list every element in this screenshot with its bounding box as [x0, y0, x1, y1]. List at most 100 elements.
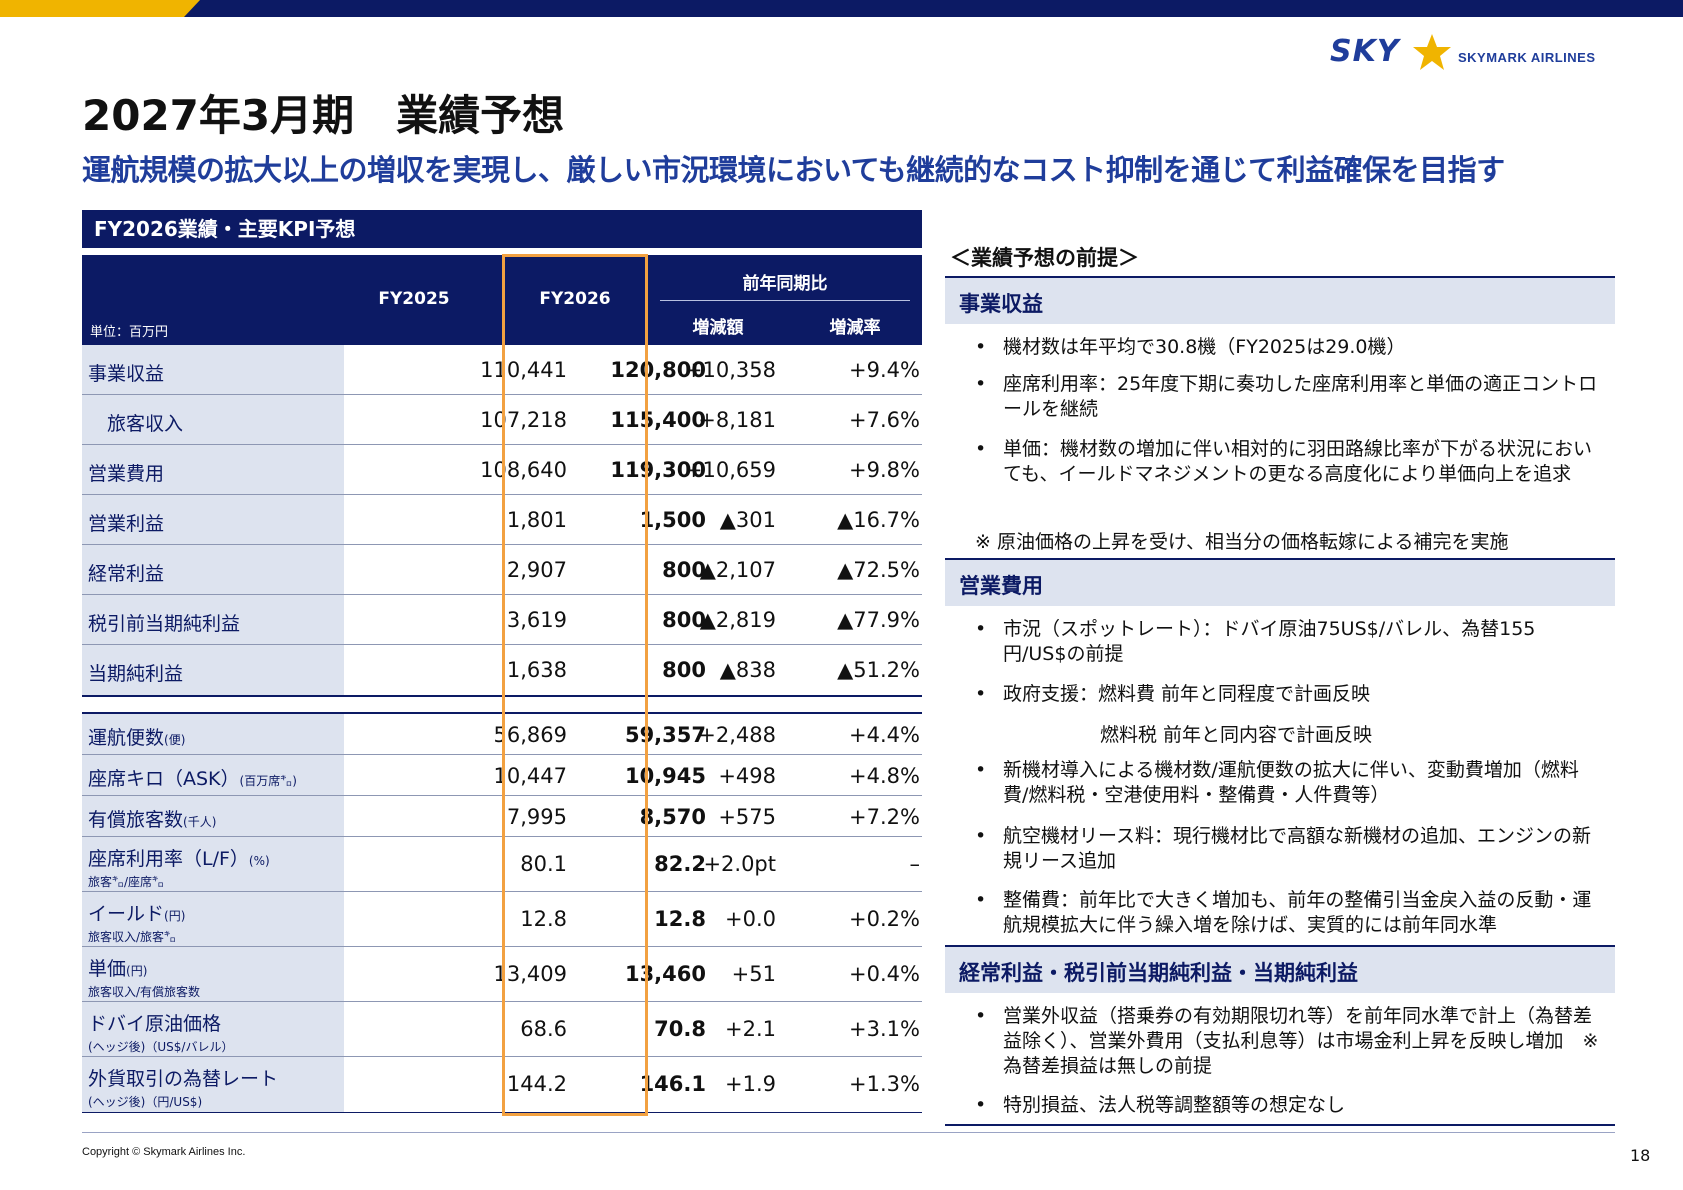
- table-row: 経常利益 2,907 800 ▲2,107 ▲72.5%: [82, 545, 922, 595]
- cell-rate: +9.4%: [849, 358, 920, 382]
- col-fy2026: FY2026: [539, 289, 611, 309]
- page-subtitle: 運航規模の拡大以上の増収を実現し、厳しい市況環境においても継続的なコスト抑制を通…: [82, 153, 1505, 187]
- row-label: 事業収益: [88, 363, 165, 385]
- cell-diff: +2,488: [698, 723, 776, 747]
- cell-diff: +0.0: [725, 907, 776, 931]
- row-label: 営業費用: [88, 463, 165, 485]
- col-rate: 増減率: [829, 318, 881, 338]
- section-profit-header: 経常利益・税引前当期純利益・当期純利益: [945, 945, 1615, 993]
- table-row: 事業収益 110,441 120,800 +10,358 +9.4%: [82, 345, 922, 395]
- list-item: • 特別損益、法人税等調整額等の想定なし: [975, 1094, 1346, 1116]
- cell-rate: +4.4%: [849, 723, 920, 747]
- cell-fy2026: 59,357: [624, 723, 706, 747]
- row-label: イールド(円): [88, 903, 186, 925]
- page-title: 2027年3月期 業績予想: [82, 91, 565, 140]
- cell-fy2026: 70.8: [654, 1017, 706, 1041]
- cell-fy2025: 107,218: [480, 408, 567, 432]
- cell-fy2026: 146.1: [639, 1072, 706, 1096]
- cell-rate: +7.6%: [849, 408, 920, 432]
- list-item: • 営業外収益（搭乗券の有効期限切れ等）を前年同水準で計上（為替差益除く）、営業外…: [975, 1005, 1599, 1077]
- table-row: 税引前当期純利益 3,619 800 ▲2,819 ▲77.9%: [82, 595, 922, 645]
- footer-divider: [82, 1132, 1615, 1133]
- section-expense-header: 営業費用: [945, 558, 1615, 606]
- cell-rate: ▲72.5%: [837, 558, 920, 582]
- row-label: 運航便数(便): [88, 727, 186, 749]
- cell-fy2025: 10,447: [493, 764, 567, 788]
- cell-fy2026: 800: [662, 658, 706, 682]
- table-row: 営業費用 108,640 119,300 +10,659 +9.8%: [82, 445, 922, 495]
- table-row: 旅客収入 107,218 115,400 +8,181 +7.6%: [82, 395, 922, 445]
- skymark-logo: SKY SKYMARK AIRLINES: [1330, 32, 1610, 72]
- logo-sky-text: SKY: [1330, 34, 1400, 69]
- table-bottom-border: [82, 1112, 922, 1113]
- cell-fy2026: 82.2: [654, 852, 706, 876]
- list-item: • 政府支援：燃料費 前年と同程度で計画反映: [975, 683, 1371, 705]
- col-fy2025: FY2025: [378, 289, 450, 309]
- table-row: 外貨取引の為替レート (ヘッジ後)（円/US$) 144.2 146.1 +1.…: [82, 1057, 922, 1113]
- assumptions-heading: ＜業績予想の前提＞: [950, 246, 1139, 270]
- logo-brand-name: SKYMARK AIRLINES: [1458, 50, 1596, 65]
- copyright: Copyright © Skymark Airlines Inc.: [82, 1146, 246, 1158]
- col-diff: 増減額: [692, 318, 744, 338]
- cell-rate: +9.8%: [849, 458, 920, 482]
- cell-fy2026: 120,800: [610, 358, 706, 382]
- table-row: イールド(円) 旅客収入/旅客㌔ 12.8 12.8 +0.0 +0.2%: [82, 892, 922, 947]
- cell-fy2026: 12.8: [654, 907, 706, 931]
- cell-rate: ▲51.2%: [837, 658, 920, 682]
- row-label: 座席利用率（L/F）(%): [88, 848, 270, 870]
- section-title: 事業収益: [959, 292, 1043, 316]
- table-title: FY2026業績・主要KPI予想: [82, 210, 922, 248]
- row-label: 旅客収入: [88, 413, 184, 435]
- cell-diff: ▲2,107: [699, 558, 776, 582]
- revenue-note: ※ 原油価格の上昇を受け、相当分の価格転嫁による補完を実施: [975, 531, 1509, 553]
- cell-rate: +3.1%: [849, 1017, 920, 1041]
- cell-diff: ▲301: [719, 508, 776, 532]
- cell-fy2025: 80.1: [520, 852, 567, 876]
- cell-fy2025: 56,869: [493, 723, 567, 747]
- cell-fy2025: 108,640: [480, 458, 567, 482]
- cell-fy2025: 3,619: [506, 608, 567, 632]
- table-row: 有償旅客数(千人) 7,995 8,570 +575 +7.2%: [82, 796, 922, 837]
- cell-rate: –: [909, 852, 921, 876]
- cell-diff: +10,358: [684, 358, 776, 382]
- unit-label: 単位：百万円: [90, 325, 169, 340]
- cell-fy2026: 10,945: [624, 764, 706, 788]
- table-row: 運航便数(便) 56,869 59,357 +2,488 +4.4%: [82, 714, 922, 755]
- cell-fy2025: 144.2: [506, 1072, 567, 1096]
- list-item: • 座席利用率：25年度下期に奏功した座席利用率と単価の適正コントロールを継続: [975, 373, 1598, 420]
- row-sublabel: 旅客㌔/座席㌔: [88, 875, 165, 889]
- cell-fy2026: 115,400: [610, 408, 706, 432]
- top-bar-accent: [0, 0, 200, 17]
- cell-fy2026: 13,460: [624, 962, 706, 986]
- row-sublabel: 旅客収入/旅客㌔: [88, 930, 177, 944]
- row-label: ドバイ原油価格: [88, 1013, 222, 1035]
- top-bar: [0, 0, 1683, 17]
- cell-fy2025: 1,801: [506, 508, 567, 532]
- cell-rate: +0.4%: [849, 962, 920, 986]
- row-label: 営業利益: [88, 513, 165, 535]
- table-row: 座席利用率（L/F）(%) 旅客㌔/座席㌔ 80.1 82.2 +2.0pt –: [82, 837, 922, 892]
- row-label: 経常利益: [88, 563, 165, 585]
- list-item: • 航空機材リース料：現行機材比で高額な新機材の追加、エンジンの新規リース追加: [975, 825, 1592, 872]
- cell-diff: +2.0pt: [703, 852, 776, 876]
- section-bottom-border: [945, 1124, 1615, 1126]
- table-row: 単価(円) 旅客収入/有償旅客数 13,409 13,460 +51 +0.4%: [82, 947, 922, 1002]
- cell-rate: +1.3%: [849, 1072, 920, 1096]
- row-label: 座席キロ（ASK）(百万席㌔): [88, 768, 297, 790]
- cell-fy2025: 12.8: [520, 907, 567, 931]
- cell-rate: +0.2%: [849, 907, 920, 931]
- cell-fy2026: 800: [662, 558, 706, 582]
- list-item: • 新機材導入による機材数/運航便数の拡大に伴い、変動費増加（燃料費/燃料税・空港…: [975, 759, 1579, 806]
- cell-diff: +8,181: [698, 408, 776, 432]
- cell-diff: +10,659: [684, 458, 776, 482]
- cell-fy2025: 110,441: [480, 358, 567, 382]
- cell-rate: ▲77.9%: [837, 608, 920, 632]
- cell-fy2026: 8,570: [639, 805, 706, 829]
- cell-fy2026: 1,500: [639, 508, 706, 532]
- cell-diff: +2.1: [725, 1017, 776, 1041]
- table-row: 座席キロ（ASK）(百万席㌔) 10,447 10,945 +498 +4.8%: [82, 755, 922, 796]
- row-sublabel: 旅客収入/有償旅客数: [88, 985, 201, 999]
- cell-fy2026: 800: [662, 608, 706, 632]
- cell-fy2025: 68.6: [520, 1017, 567, 1041]
- cell-diff: +498: [718, 764, 776, 788]
